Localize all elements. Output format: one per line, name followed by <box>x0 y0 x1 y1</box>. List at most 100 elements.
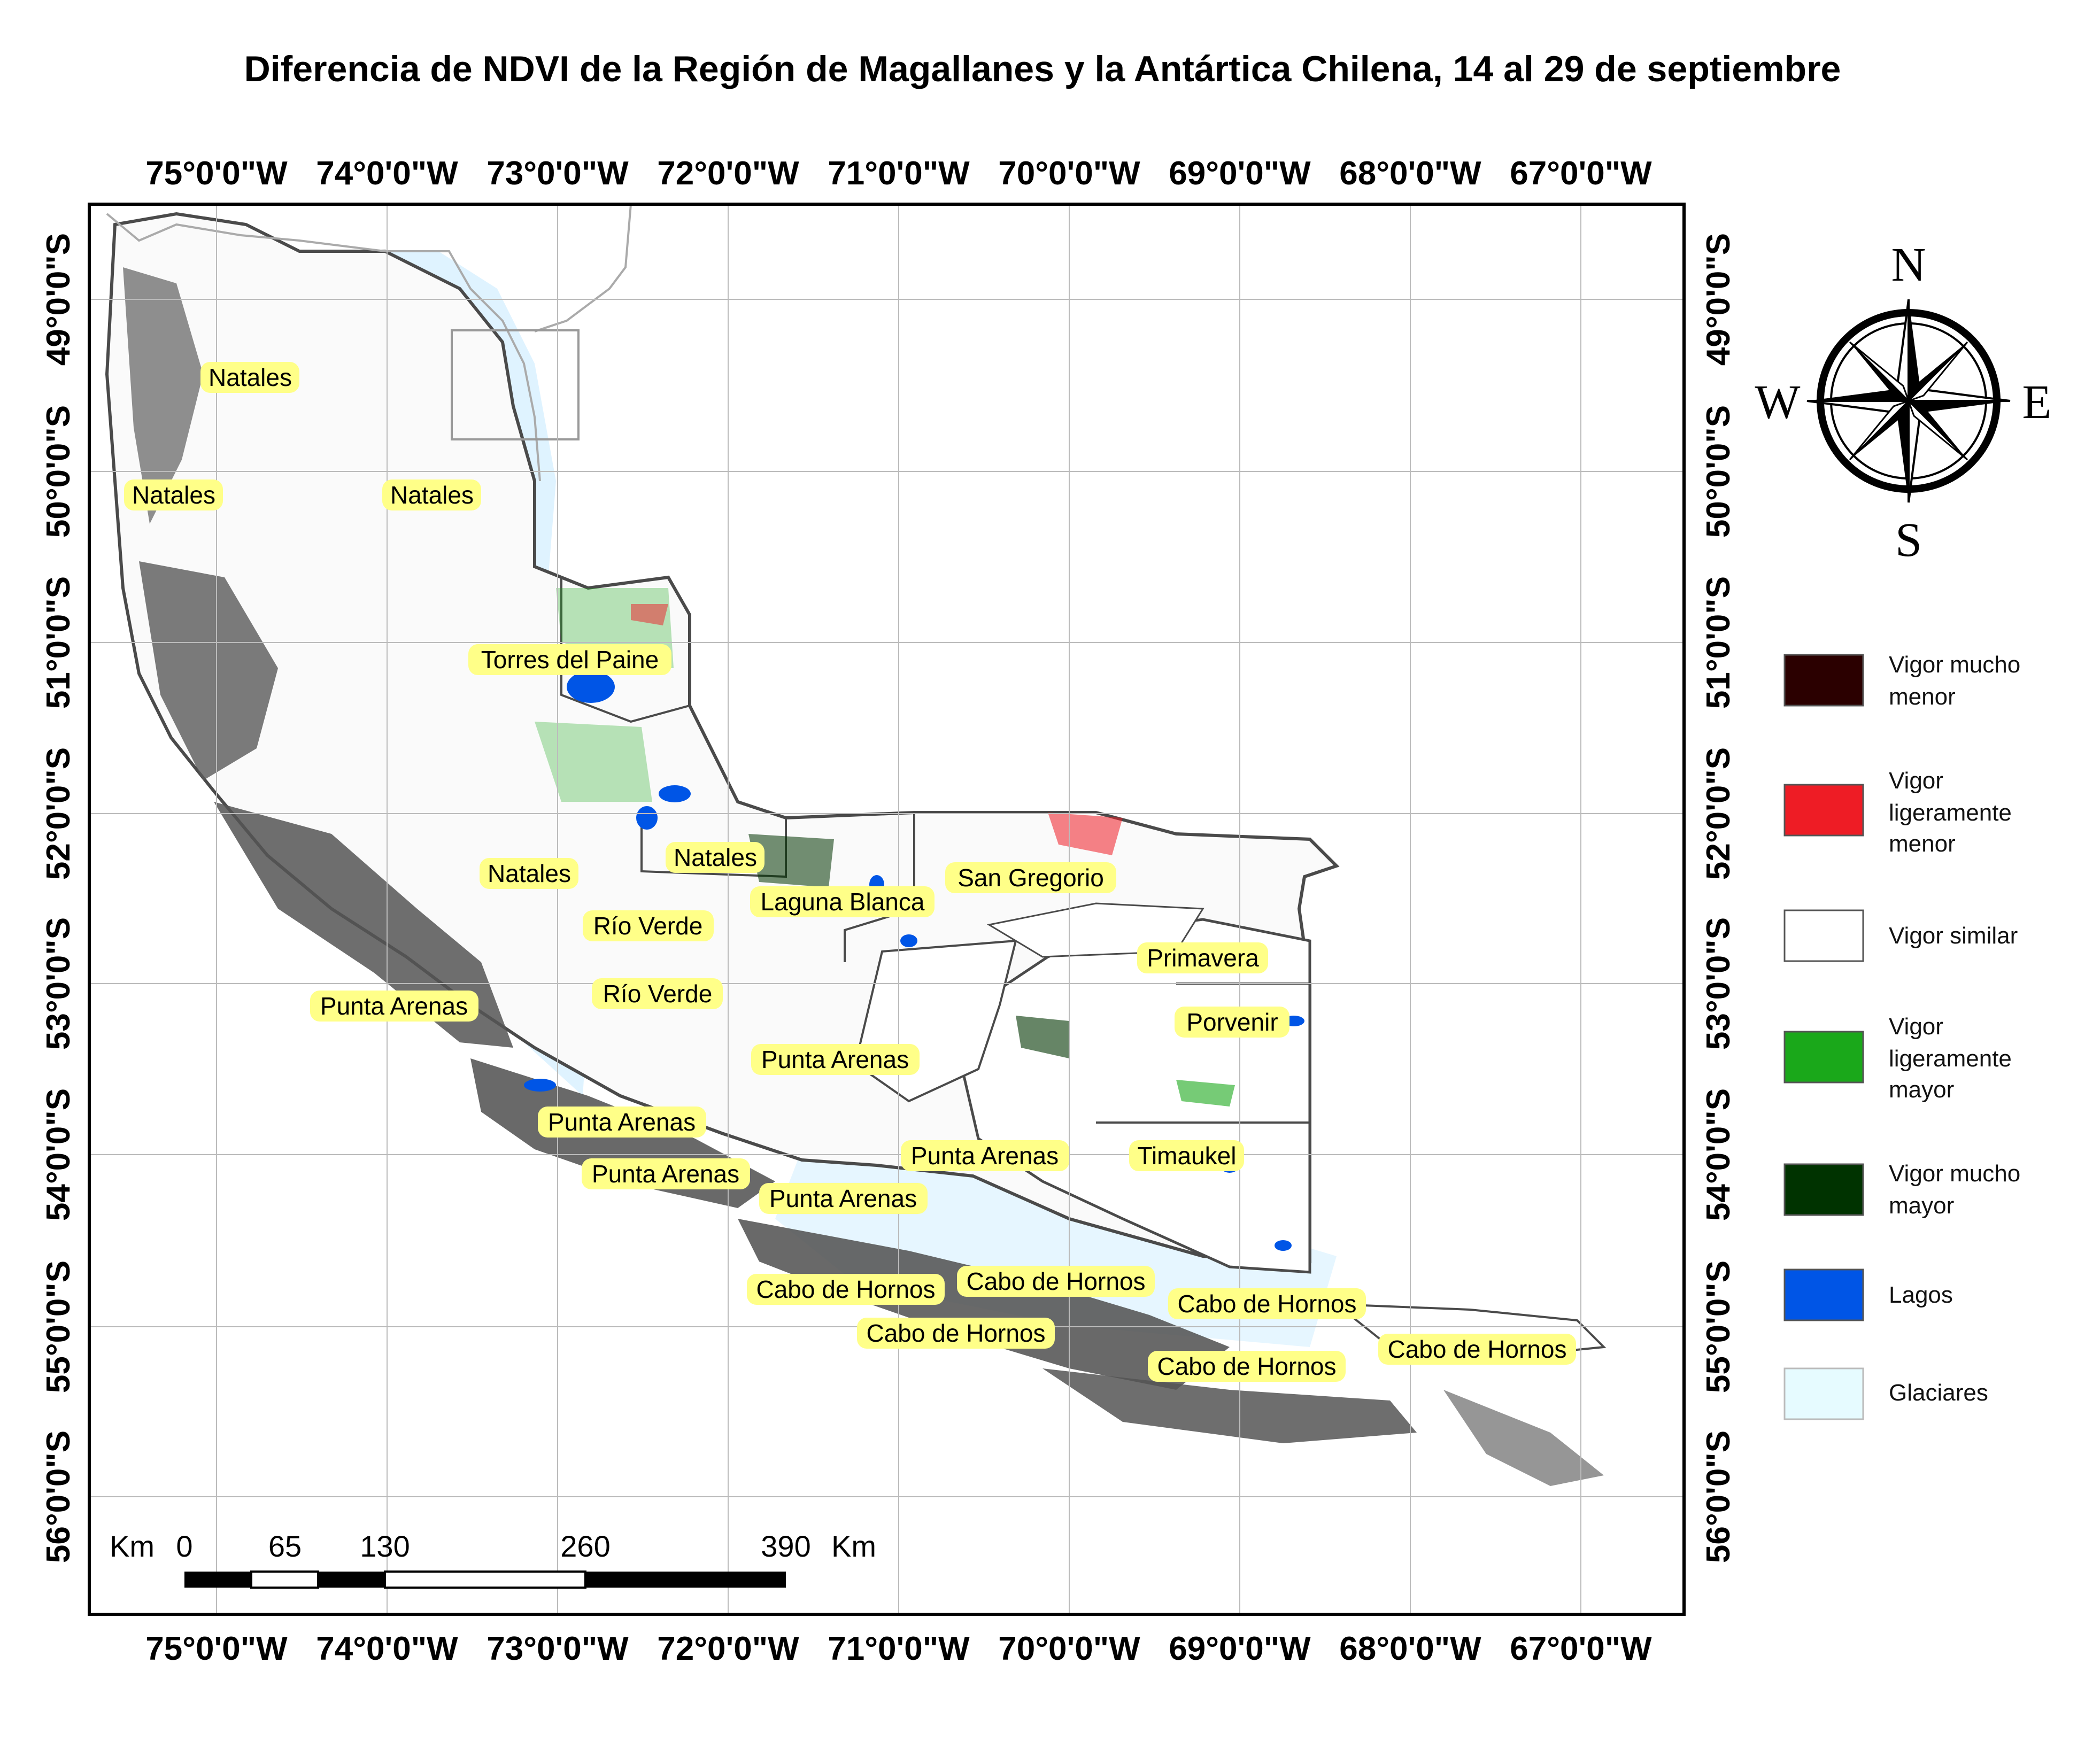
lat-label-left: 55°0'0"S <box>40 1260 77 1393</box>
place-label-natales: Natales <box>390 481 474 509</box>
legend-swatch-vigor-ligeramente-menor <box>1783 784 1864 837</box>
legend-label: menor <box>1889 684 1956 710</box>
place-label-cabo-de-hornos: Cabo de Hornos <box>1178 1290 1357 1318</box>
label-bg <box>945 862 1116 893</box>
label-bg <box>468 644 671 675</box>
label-bg <box>857 1318 1055 1349</box>
place-label-punta-arenas: Punta Arenas <box>911 1142 1059 1170</box>
legend-label: Lagos <box>1889 1282 1953 1308</box>
legend: Vigor mucho menor Vigor ligeramente meno… <box>1783 652 2020 1420</box>
compass-label-s: S <box>1895 514 1922 567</box>
argentina-border-north <box>534 204 632 332</box>
label-bg <box>747 1274 945 1305</box>
label-bg <box>957 1266 1155 1297</box>
lon-label-bottom: 75°0'0"W <box>145 1630 288 1667</box>
compass-point-n <box>1909 299 1920 401</box>
place-label-cabo-de-hornos: Cabo de Hornos <box>867 1319 1046 1347</box>
place-label-natales: Natales <box>132 481 215 509</box>
lon-label-bottom: 67°0'0"W <box>1510 1630 1652 1667</box>
lon-label-top: 69°0'0"W <box>1169 155 1311 192</box>
place-label-natales: Natales <box>488 860 571 887</box>
lat-label-left: 54°0'0"S <box>40 1088 77 1221</box>
lon-label-bottom: 72°0'0"W <box>657 1630 799 1667</box>
lon-label-top: 75°0'0"W <box>145 155 288 192</box>
lon-label-top: 68°0'0"W <box>1339 155 1481 192</box>
compass-rose: N S E W <box>1755 238 2052 567</box>
label-bg <box>1137 942 1268 973</box>
legend-label: Vigor similar <box>1889 923 2018 949</box>
vegetation-ligeramente-mayor-centro <box>535 722 652 802</box>
lat-label-right: 51°0'0"S <box>1700 576 1737 709</box>
longitude-labels-top: 75°0'0"W 74°0'0"W 73°0'0"W 72°0'0"W 71°0… <box>145 155 1652 192</box>
lat-label-right: 49°0'0"S <box>1700 233 1737 366</box>
compass-point-ne-light <box>1908 341 1968 402</box>
compass-point-nw-light <box>1849 341 1910 402</box>
label-bg <box>750 886 935 917</box>
label-bg <box>310 991 478 1022</box>
compass-label-w: W <box>1755 376 1801 429</box>
legend-label: ligeramente <box>1889 1046 2012 1072</box>
lon-label-bottom: 70°0'0"W <box>998 1630 1140 1667</box>
place-label-cabo-de-hornos: Cabo de Hornos <box>967 1267 1146 1295</box>
lon-label-top: 74°0'0"W <box>316 155 458 192</box>
legend-label: mayor <box>1889 1077 1954 1103</box>
southeastern-islets <box>1443 1390 1604 1486</box>
label-bg <box>592 978 723 1009</box>
vegetation-ligeramente-mayor-tdf <box>1176 1080 1235 1107</box>
label-bg <box>480 858 578 889</box>
label-bg <box>538 1107 706 1138</box>
legend-swatch-lagos <box>1783 1268 1864 1321</box>
place-label-porvenir: Porvenir <box>1186 1008 1278 1036</box>
scale-segment <box>318 1572 385 1588</box>
lon-label-top: 71°0'0"W <box>828 155 970 192</box>
label-bg <box>666 842 764 873</box>
place-label-cabo-de-hornos: Cabo de Hornos <box>756 1275 936 1303</box>
lon-label-top: 73°0'0"W <box>486 155 629 192</box>
lat-label-right: 52°0'0"S <box>1700 747 1737 880</box>
place-label-cabo-de-hornos: Cabo de Hornos <box>1388 1335 1567 1363</box>
lake-riesco <box>524 1079 556 1092</box>
lake-del-toro <box>567 671 615 703</box>
place-label-primavera: Primavera <box>1147 944 1259 972</box>
label-bg <box>124 479 223 510</box>
place-label-san-gregorio: San Gregorio <box>957 864 1104 892</box>
label-bg <box>200 362 299 393</box>
map-title: Diferencia de NDVI de la Región de Magal… <box>244 49 1841 89</box>
place-label-rio-verde: Río Verde <box>603 980 713 1008</box>
latitude-labels-right: 49°0'0"S 50°0'0"S 51°0'0"S 52°0'0"S 53°0… <box>1700 233 1737 1563</box>
place-label-natales: Natales <box>674 844 757 871</box>
lat-label-right: 50°0'0"S <box>1700 405 1737 538</box>
label-bg <box>759 1183 928 1214</box>
place-label-timaukel: Timaukel <box>1138 1142 1237 1170</box>
lake-cabeza-de-mar <box>900 934 917 947</box>
map-frame <box>88 203 1686 1616</box>
scale-tick-label: 130 <box>360 1529 410 1563</box>
legend-label: Vigor mucho <box>1889 1160 2020 1187</box>
place-label-punta-arenas: Punta Arenas <box>592 1160 739 1188</box>
lat-label-left: 53°0'0"S <box>40 917 77 1050</box>
place-label-punta-arenas: Punta Arenas <box>320 992 468 1020</box>
legend-label: Vigor mucho <box>1889 652 2020 678</box>
vegetation-ligeramente-menor-torres <box>631 604 668 625</box>
lon-label-bottom: 71°0'0"W <box>828 1630 970 1667</box>
place-label-torres-del-paine: Torres del Paine <box>481 646 659 674</box>
latitude-labels-left: 49°0'0"S 50°0'0"S 51°0'0"S 52°0'0"S 53°0… <box>40 233 77 1563</box>
lat-label-left: 51°0'0"S <box>40 576 77 709</box>
graticule <box>89 204 1684 1614</box>
longitude-labels-bottom: 75°0'0"W 74°0'0"W 73°0'0"W 72°0'0"W 71°0… <box>145 1630 1652 1667</box>
place-labels: Natales Natales Natales Torres del Paine… <box>124 362 1576 1382</box>
scale-segment <box>184 1572 251 1588</box>
legend-label: Glaciares <box>1889 1380 1988 1406</box>
scale-bar: Km 0 65 130 260 390 Km <box>110 1529 876 1589</box>
legend-swatch-vigor-mucho-menor <box>1783 654 1864 707</box>
place-label-punta-arenas: Punta Arenas <box>769 1185 917 1212</box>
western-islands-central <box>139 561 278 780</box>
lat-label-left: 50°0'0"S <box>40 405 77 538</box>
argentina-border <box>106 213 541 482</box>
scale-segment <box>585 1572 786 1588</box>
compass-point-s <box>1897 401 1909 502</box>
lake-sofia <box>636 806 658 830</box>
inset-box <box>451 329 580 440</box>
legend-swatch-vigor-similar <box>1783 909 1864 962</box>
